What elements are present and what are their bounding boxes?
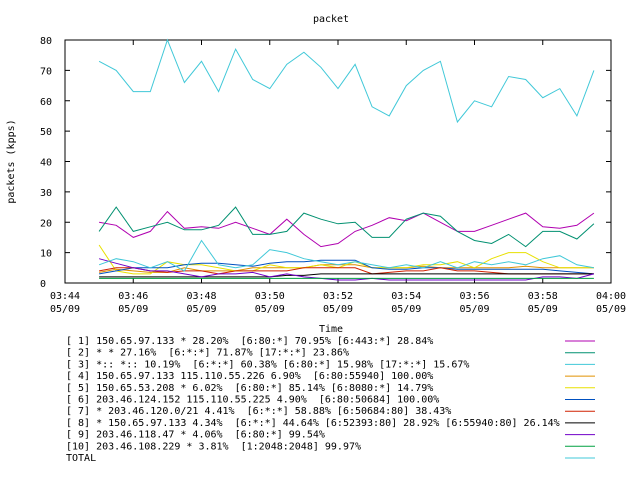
x-tick-date-label: 05/09 xyxy=(186,304,216,315)
y-tick-label: 20 xyxy=(40,218,52,229)
y-tick-label: 40 xyxy=(40,158,52,169)
x-tick-date-label: 05/09 xyxy=(596,304,626,315)
legend-entry-6: [ 6] 203.46.124.152 115.110.55.225 4.90%… xyxy=(66,395,439,406)
y-axis-label: packets (kpps) xyxy=(6,119,17,203)
series-line-5 xyxy=(98,244,594,275)
series-line-8 xyxy=(99,273,594,278)
x-tick-date-label: 05/09 xyxy=(50,304,80,315)
legend-entry-2: [ 2] * * 27.16% [6:*:*] 71.87% [17:*:*] … xyxy=(66,348,349,359)
x-tick-label: 03:54 xyxy=(391,291,421,302)
legend: [ 1] 150.65.97.133 * 28.20% [6:80:*] 70.… xyxy=(66,336,595,464)
y-tick-label: 80 xyxy=(40,36,52,47)
x-tick-date-label: 05/09 xyxy=(528,304,558,315)
series-line-1 xyxy=(99,210,595,248)
y-tick-label: 30 xyxy=(40,188,52,199)
y-axis: 0 10 20 30 40 50 60 70 80 xyxy=(40,36,611,290)
y-tick-label: 10 xyxy=(40,249,52,260)
x-tick-date-label: 05/09 xyxy=(391,304,421,315)
legend-entry-1: [ 1] 150.65.97.133 * 28.20% [6:80:*] 70.… xyxy=(66,336,433,347)
x-tick-date-label: 05/09 xyxy=(459,304,489,315)
series-line-2 xyxy=(98,206,595,248)
legend-entry-8: [ 8] * 150.65.97.133 4.34% [6:*:*] 44.64… xyxy=(66,418,560,429)
series-line-6 xyxy=(99,259,594,275)
y-tick-label: 0 xyxy=(40,279,46,290)
legend-entry-7: [ 7] * 203.46.120.0/21 4.41% [6:*:*] 58.… xyxy=(66,406,451,417)
x-tick-label: 03:52 xyxy=(323,291,353,302)
x-tick-label: 03:58 xyxy=(528,291,558,302)
y-tick-label: 50 xyxy=(40,127,52,138)
x-tick-label: 03:56 xyxy=(459,291,489,302)
plot-area xyxy=(64,39,612,284)
x-tick-label: 03:48 xyxy=(186,291,216,302)
y-tick-label: 70 xyxy=(40,66,52,77)
legend-entry-5: [ 5] 150.65.53.208 * 6.02% [6:80:*] 85.1… xyxy=(66,383,433,394)
chart-title: packet xyxy=(313,14,349,25)
legend-entry-3: [ 3] *:: *:: 10.19% [6:*:*] 60.38% [6:80… xyxy=(66,359,469,370)
series-line-3 xyxy=(98,38,595,124)
legend-entry-4: [ 4] 150.65.97.133 115.110.55.226 6.90% … xyxy=(66,371,433,382)
x-tick-date-label: 05/09 xyxy=(323,304,353,315)
series-line-11 xyxy=(98,239,594,272)
legend-entry-10: [10] 203.46.108.229 * 3.81% [1:2048:2048… xyxy=(66,441,361,452)
x-tick-label: 03:46 xyxy=(118,291,148,302)
x-axis-label: Time xyxy=(319,324,343,335)
series-lines xyxy=(98,38,595,281)
y-tick-label: 60 xyxy=(40,97,52,108)
x-tick-date-label: 05/09 xyxy=(255,304,285,315)
legend-entry-9: [ 9] 203.46.118.47 * 4.06% [6:80:*] 99.5… xyxy=(66,430,325,441)
x-tick-label: 03:44 xyxy=(50,291,80,302)
legend-entry-11: TOTAL xyxy=(66,453,96,464)
x-tick-label: 04:00 xyxy=(596,291,626,302)
x-axis: 03:44 05/09 03:46 05/09 03:48 05/09 03:50 05/09… xyxy=(50,40,626,315)
series-line-9 xyxy=(98,258,595,281)
x-tick-date-label: 05/09 xyxy=(118,304,148,315)
x-tick-label: 03:50 xyxy=(255,291,285,302)
series-line-4 xyxy=(99,264,594,273)
